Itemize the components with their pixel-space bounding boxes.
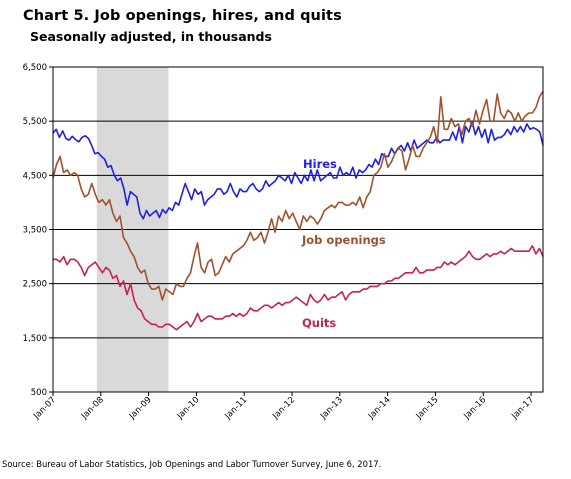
- openings-series-line: [52, 90, 544, 301]
- y-tick-label: 2,500: [23, 280, 47, 290]
- x-tick-label: Jan-14: [366, 395, 393, 422]
- x-tick-label: Jan-11: [222, 395, 249, 422]
- chart-title: Chart 5. Job openings, hires, and quits: [23, 8, 342, 24]
- y-tick-label: 4,500: [23, 171, 47, 181]
- x-tick-label: Jan-09: [127, 395, 154, 422]
- chart-subtitle: Seasonally adjusted, in thousands: [30, 29, 272, 44]
- y-tick-label: 3,500: [23, 226, 47, 236]
- y-tick-label: 1,500: [23, 334, 47, 344]
- x-tick-label: Jan-08: [79, 395, 106, 422]
- y-axis-ticks: 6,500 5,500 4,500 3,500 2,500 1,500 500: [23, 63, 53, 398]
- hires-series-line: [52, 120, 544, 220]
- quits-label: Quits: [302, 316, 336, 330]
- openings-label: Job openings: [301, 233, 386, 247]
- x-tick-label: Jan-16: [461, 395, 488, 422]
- y-tick-label: 5,500: [23, 117, 47, 127]
- plot-border: [52, 66, 544, 393]
- x-tick-label: Jan-10: [175, 395, 202, 422]
- x-tick-label: Jan-07: [31, 395, 58, 422]
- x-tick-label: Jan-13: [318, 395, 345, 422]
- x-tick-label: Jan-17: [509, 395, 536, 422]
- y-tick-label: 500: [31, 388, 47, 398]
- x-axis-ticks: Jan-07 Jan-08 Jan-09 Jan-10 Jan-11 Jan-12 Jan-…: [31, 392, 536, 422]
- quits-series-line: [53, 245, 544, 331]
- source-note: Source: Bureau of Labor Statistics, Job …: [2, 459, 382, 469]
- hires-label: Hires: [303, 157, 337, 171]
- x-tick-label: Jan-15: [414, 395, 441, 422]
- series-lines: [52, 90, 544, 331]
- y-tick-label: 6,500: [23, 63, 47, 73]
- x-tick-label: Jan-12: [270, 395, 297, 422]
